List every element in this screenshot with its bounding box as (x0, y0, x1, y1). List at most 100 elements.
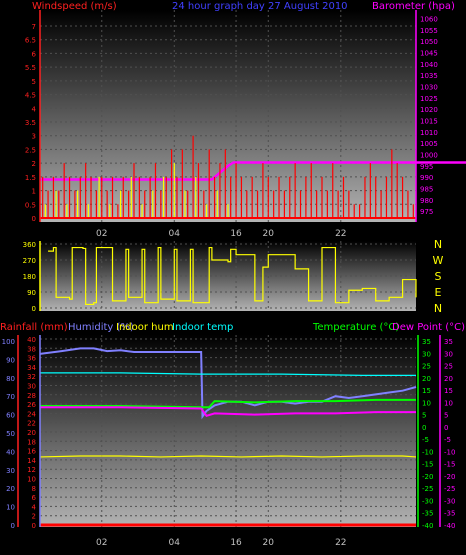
humidity-y-tick: 40 (6, 448, 15, 456)
rain-y-tick: 6 (32, 494, 37, 502)
rain-y-tick: 38 (27, 345, 36, 353)
wind-y-tick: 5.5 (25, 64, 36, 72)
dir-y-tick: 180 (23, 273, 36, 281)
baro-y-tick: 990 (420, 174, 433, 182)
chart-title: 24 hour graph day 27 August 2010 (172, 1, 348, 12)
dewpoint-y-tick: -30 (444, 497, 455, 505)
wind-legend-right: Barometer (hpa) (372, 1, 455, 12)
baro-y-tick: 1025 (420, 95, 438, 103)
wind-panel-plot (40, 10, 416, 222)
rain-y-tick: 0 (32, 522, 36, 530)
dir-y-tick: 90 (27, 289, 36, 297)
dewpoint-y-tick: 25 (444, 363, 453, 371)
temp-panel-series (39, 347, 417, 527)
rain-y-tick: 18 (27, 438, 36, 446)
axis-tick-labels: 0 0.5 1 1.5 2 2.5 3 3.5 4 4.5 5 5.5 6 6.5 7 975 980 985 99… (2, 16, 456, 548)
temperature-y-tick: -35 (422, 510, 433, 518)
compass-label: N (434, 238, 442, 251)
baro-y-tick: 980 (420, 197, 433, 205)
rain-legend: Rainfall (mm) (0, 322, 68, 333)
baro-y-tick: 1030 (420, 84, 438, 92)
baro-y-tick: 1035 (420, 72, 438, 80)
rain-y-tick: 22 (27, 420, 36, 428)
x-tick-label: 20 (263, 538, 275, 548)
baro-y-tick: 995 (420, 163, 433, 171)
direction-panel-series (48, 246, 417, 306)
temperature-y-tick: 10 (422, 399, 431, 407)
x-tick-label: 22 (335, 229, 346, 239)
dewpoint-y-tick: -25 (444, 485, 455, 493)
x-tick-label: 04 (169, 229, 181, 239)
temperature-y-tick: -30 (422, 497, 433, 505)
rain-y-tick: 36 (27, 355, 36, 363)
temperature-y-tick: 35 (422, 338, 431, 346)
wind-y-tick: 2.5 (25, 146, 36, 154)
wind-y-tick: 3.5 (25, 119, 36, 127)
temperature-y-tick: 30 (422, 350, 431, 358)
x-tick-label: 16 (230, 229, 242, 239)
baro-y-tick: 1020 (420, 106, 438, 114)
wind-y-tick: 6.5 (25, 37, 36, 45)
wind-y-tick: 6 (32, 50, 37, 58)
dewpoint-y-tick: -15 (444, 461, 455, 469)
wind-y-tick: 4.5 (25, 92, 36, 100)
dewpoint-y-tick: -20 (444, 473, 455, 481)
dewpoint-y-tick: 5 (444, 412, 448, 420)
wind-legend-left: Windspeed (m/s) (32, 1, 117, 12)
x-tick-label: 04 (169, 538, 181, 548)
rain-y-tick: 8 (32, 485, 36, 493)
x-tick-label: 20 (263, 229, 275, 239)
humidity-y-tick: 60 (6, 412, 15, 420)
baro-y-tick: 1050 (420, 38, 438, 46)
rain-y-tick: 16 (27, 448, 36, 456)
humidity-y-tick: 90 (6, 356, 15, 364)
temp-series-line (39, 455, 417, 458)
direction-panel-plot (40, 241, 416, 311)
dewpoint-y-tick: 20 (444, 375, 453, 383)
rain-y-tick: 40 (27, 336, 36, 344)
temperature-y-tick: -40 (422, 522, 433, 530)
rain-y-tick: 28 (27, 392, 36, 400)
indoor-hum-legend: Indoor hum (116, 322, 174, 333)
dewpoint-y-tick: -5 (444, 436, 451, 444)
temperature-y-tick: -20 (422, 473, 433, 481)
humidity-y-tick: 0 (11, 522, 15, 530)
temp-series-line (40, 372, 416, 376)
baro-y-tick: 1040 (420, 61, 438, 69)
x-tick-label: 16 (230, 538, 242, 548)
dir-y-tick: 0 (32, 305, 36, 313)
temperature-y-tick: 0 (422, 424, 426, 432)
wind-y-tick: 0.5 (25, 201, 36, 209)
humidity-y-tick: 100 (2, 338, 15, 346)
baro-y-tick: 985 (420, 186, 433, 194)
temperature-y-tick: -25 (422, 485, 433, 493)
rain-y-tick: 32 (27, 373, 36, 381)
dewpoint-y-tick: 35 (444, 338, 453, 346)
rain-y-tick: 20 (27, 429, 36, 437)
dewpoint-y-tick: 30 (444, 350, 453, 358)
baro-y-tick: 1010 (420, 129, 438, 137)
rain-y-tick: 10 (27, 476, 36, 484)
humidity-y-tick: 80 (6, 375, 15, 383)
dewpoint-y-tick: 10 (444, 399, 453, 407)
rain-y-tick: 26 (27, 401, 36, 409)
temperature-y-tick: -15 (422, 461, 433, 469)
rain-y-tick: 30 (27, 383, 36, 391)
baro-y-tick: 1060 (420, 16, 438, 24)
rain-y-tick: 14 (27, 457, 36, 465)
baro-y-tick: 1005 (420, 140, 438, 148)
temperature-y-tick: 25 (422, 363, 431, 371)
wind-y-tick: 5 (32, 78, 36, 86)
wind-y-tick: 0 (32, 215, 36, 223)
rain-y-tick: 4 (32, 503, 37, 511)
humidity-y-tick: 20 (6, 485, 15, 493)
x-tick-label: 02 (96, 229, 107, 239)
compass-label: W (433, 254, 444, 267)
indoor-temp-legend: Indoor temp (172, 322, 233, 333)
compass-label: S (435, 270, 442, 283)
temp-panel-plot (40, 335, 416, 527)
dewpoint-y-tick: 0 (444, 424, 448, 432)
temp-panel-grid (40, 335, 416, 527)
x-tick-label: 22 (335, 538, 346, 548)
rain-y-tick: 24 (27, 410, 36, 418)
